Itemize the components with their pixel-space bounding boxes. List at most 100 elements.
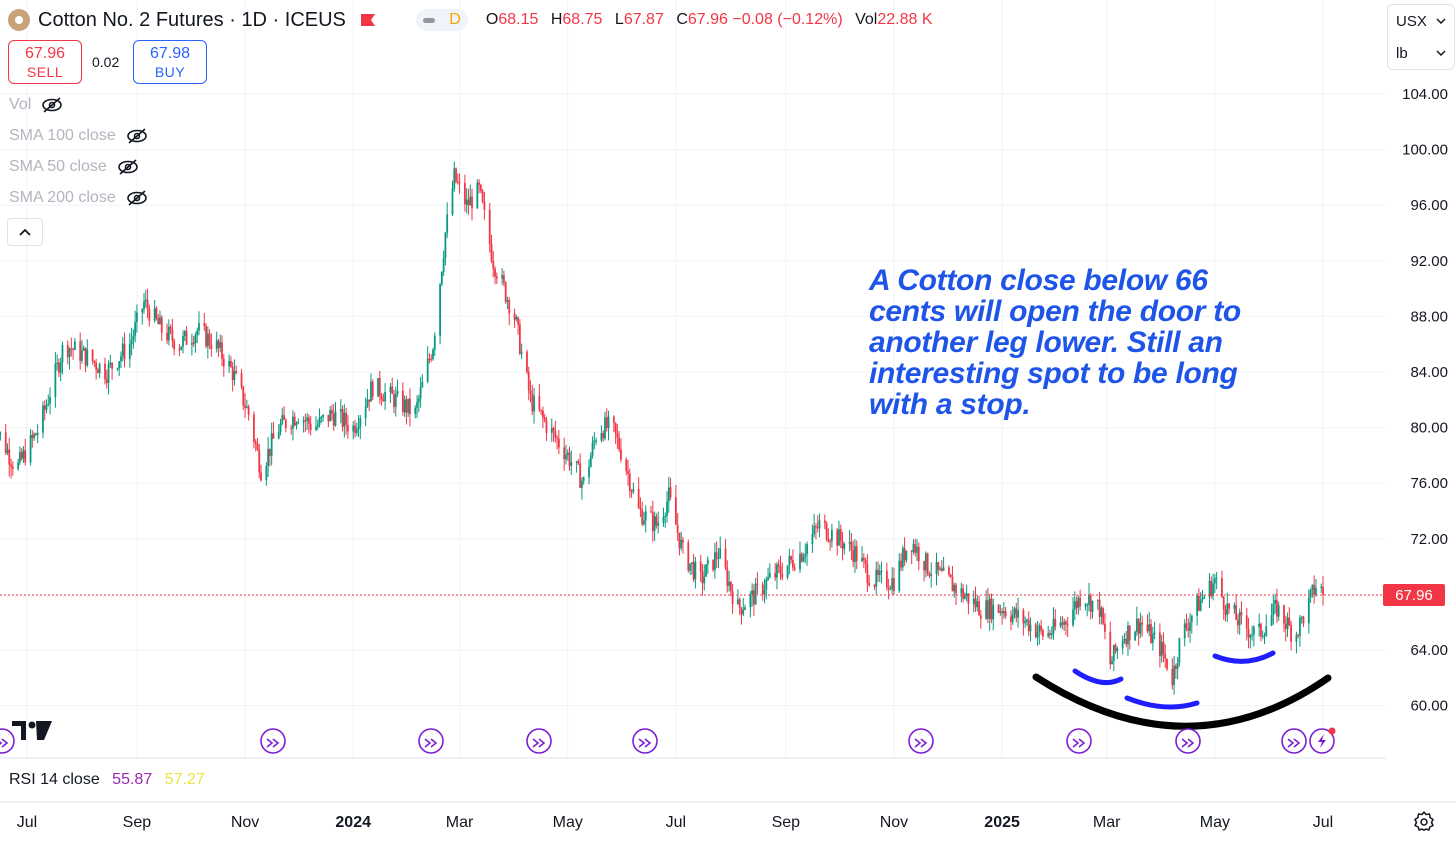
candle <box>83 346 85 351</box>
unit-value: lb <box>1396 45 1408 62</box>
indicator-sma200[interactable]: SMA 200 close <box>9 189 148 207</box>
candle-body <box>728 582 730 586</box>
candle-body <box>92 350 94 361</box>
candle-body <box>469 197 471 206</box>
buy-button[interactable]: 67.98 BUY <box>133 40 207 84</box>
eye-off-icon[interactable] <box>126 128 148 144</box>
candle <box>590 452 592 467</box>
candle-body <box>179 349 181 350</box>
symbol-logo-icon[interactable] <box>8 9 30 31</box>
candle <box>1014 607 1016 619</box>
collapse-legend-button[interactable] <box>7 218 43 246</box>
minus-icon <box>423 18 435 23</box>
candle <box>1150 619 1152 644</box>
candle-body <box>1209 581 1211 597</box>
candle-body <box>726 568 728 586</box>
rsi-legend[interactable]: RSI 14 close 55.87 57.27 <box>9 771 205 789</box>
sell-button[interactable]: 67.96 SELL <box>8 40 82 84</box>
candle <box>8 438 10 477</box>
candle-body <box>739 599 741 607</box>
candle <box>1216 572 1218 589</box>
currency-select[interactable]: USX <box>1388 5 1454 37</box>
gear-icon[interactable] <box>1414 811 1434 831</box>
tradingview-logo-icon[interactable] <box>12 719 52 741</box>
indicator-vol[interactable]: Vol <box>9 96 63 114</box>
candle <box>92 349 94 364</box>
candle <box>1163 632 1165 662</box>
candle <box>613 415 615 432</box>
rounding-bottom-arc <box>1036 677 1328 726</box>
candle <box>868 575 870 587</box>
candle <box>368 399 370 411</box>
candle-body <box>271 433 273 456</box>
eye-off-icon[interactable] <box>126 190 148 206</box>
candle <box>335 402 337 427</box>
flag-icon[interactable] <box>360 13 376 27</box>
candle <box>131 328 133 355</box>
candle-body <box>439 284 441 335</box>
candle-body <box>1100 608 1102 617</box>
candle <box>755 578 757 605</box>
candle-body <box>865 560 867 564</box>
candle-body <box>118 361 120 368</box>
candle-body <box>794 568 796 570</box>
candle-body <box>205 326 207 347</box>
candle-body <box>491 244 493 261</box>
candle <box>234 359 236 385</box>
candle <box>739 597 741 615</box>
candle <box>1288 607 1290 626</box>
candle-body <box>725 548 727 567</box>
candle <box>30 429 32 465</box>
indicator-sma100[interactable]: SMA 100 close <box>9 127 148 145</box>
candle-body <box>1166 659 1168 669</box>
candle-body <box>577 461 579 463</box>
candle-body <box>503 275 505 283</box>
candle-body <box>757 584 759 585</box>
candle <box>1223 596 1225 620</box>
unit-select[interactable]: lb <box>1388 37 1454 69</box>
candle <box>836 528 838 556</box>
eye-off-icon[interactable] <box>117 159 139 175</box>
unit-selector[interactable]: USX lb <box>1387 4 1455 70</box>
x-tick-label: Mar <box>446 814 474 831</box>
candle-body <box>292 417 294 429</box>
candle-body <box>911 551 913 552</box>
candle <box>799 542 801 574</box>
y-tick-label: 60.00 <box>1410 698 1448 715</box>
candle <box>322 414 324 422</box>
eye-off-icon[interactable] <box>41 97 63 113</box>
candle <box>320 416 322 423</box>
chart-annotation[interactable]: A Cotton close below 66 cents will open … <box>869 265 1249 420</box>
candle <box>1226 593 1228 622</box>
candle-body <box>132 336 134 340</box>
candle-body <box>457 182 459 183</box>
candle-body <box>1198 596 1200 611</box>
candle <box>232 362 234 391</box>
x-tick-label: Jul <box>17 814 37 831</box>
candle <box>5 424 7 455</box>
candle-body <box>851 542 853 550</box>
candle <box>74 338 76 350</box>
candle-body <box>106 379 108 383</box>
candle-body <box>565 455 567 459</box>
candle-body <box>228 361 230 366</box>
candle <box>1152 627 1154 651</box>
candle <box>111 362 113 380</box>
candle-body <box>480 185 482 191</box>
candle <box>432 348 434 361</box>
candle <box>737 589 739 605</box>
candle <box>707 557 709 574</box>
candle-body <box>33 434 35 438</box>
candle-body <box>218 341 220 348</box>
candle <box>1264 633 1266 645</box>
event-markers <box>0 728 1336 754</box>
candle <box>666 491 668 523</box>
candle <box>1313 575 1315 603</box>
symbol-title[interactable]: Cotton No. 2 Futures · 1D · ICEUS <box>38 9 346 32</box>
indicator-sma50[interactable]: SMA 50 close <box>9 158 139 176</box>
market-status-pill[interactable]: D <box>416 9 468 31</box>
candle-body <box>377 378 379 397</box>
candle-body <box>17 462 19 469</box>
candle <box>294 412 296 426</box>
